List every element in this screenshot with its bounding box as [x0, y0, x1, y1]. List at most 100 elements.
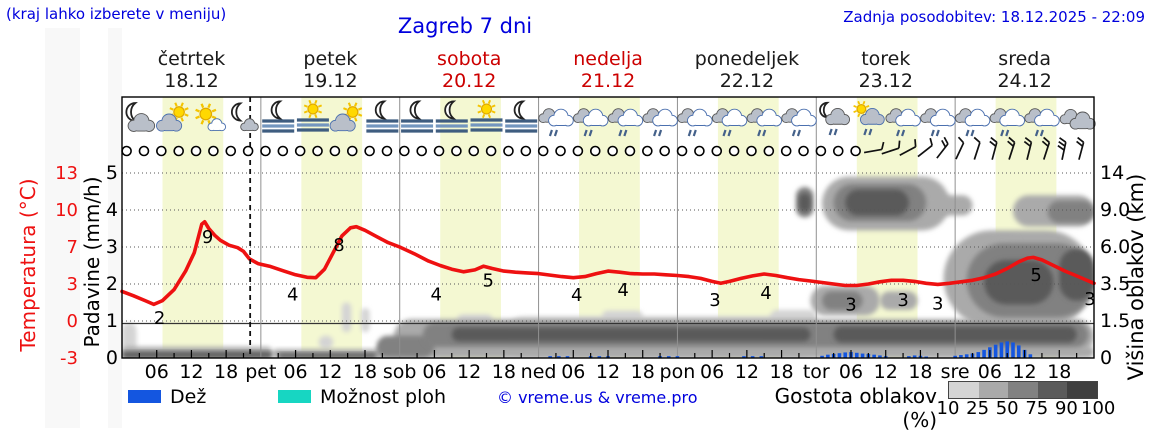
wind-calm-icon — [642, 145, 653, 157]
wind-calm-icon — [746, 145, 757, 157]
weather-icon-cloud-drizzle — [573, 108, 609, 137]
wind-calm-icon — [503, 145, 514, 157]
wind-calm-icon — [399, 145, 410, 157]
day-separators — [260, 97, 956, 358]
weather-icon-partly-sunny — [156, 102, 189, 132]
wind-calm-icon — [555, 145, 566, 157]
weather-icon-night-cloudy — [125, 102, 156, 132]
wind-barb-icon — [899, 139, 917, 156]
wind-calm-icon — [537, 145, 549, 157]
day-date: 21.12 — [580, 70, 636, 92]
weather-icon-cloud-drizzle — [920, 108, 956, 137]
x-axis-hour-label: 18 — [769, 361, 794, 383]
precipitation-tick: 4 — [105, 199, 118, 221]
wind-calm-icon — [346, 145, 358, 157]
day-date: 24.12 — [997, 70, 1052, 92]
weather-icon-cloud-drizzle — [1024, 108, 1060, 137]
copyright-link[interactable]: © vreme.us & vreme.pro — [497, 388, 698, 407]
wind-calm-icon — [676, 145, 688, 157]
precipitation-tick: 0 — [105, 347, 118, 369]
day-name: sobota — [437, 48, 502, 70]
wind-calm-icon — [468, 145, 480, 157]
weather-icon-night-fog — [505, 100, 538, 133]
x-axis-hour-label: 06 — [561, 361, 586, 383]
wind-barb-icon — [1057, 137, 1067, 160]
wind-calm-icon — [624, 145, 636, 157]
x-axis-day-label: sre — [940, 361, 970, 383]
weather-icon-cloud-drizzle — [538, 108, 574, 137]
wind-calm-icon — [329, 145, 341, 157]
x-axis-day-label: pet — [245, 361, 277, 383]
density-gradient-tick: 75 — [1025, 398, 1049, 419]
cloud-height-tick: 3.5 — [1100, 273, 1131, 295]
cloud-height-tick: 1.5 — [1100, 310, 1131, 332]
x-axis-day-label: ned — [520, 361, 557, 383]
weather-icon-sun-fog — [470, 99, 503, 132]
wind-calm-icon — [381, 145, 393, 157]
day-date: 19.12 — [303, 70, 358, 92]
x-axis-hour-label: 12 — [595, 361, 621, 383]
weather-icon-cloud-drizzle — [781, 108, 817, 137]
weather-icon-cloud-drizzle — [989, 108, 1025, 137]
x-axis-hour-label: 12 — [734, 361, 759, 383]
x-axis-hour-label: 06 — [422, 361, 447, 383]
wind-calm-icon — [763, 145, 775, 157]
temperature-tick: 10 — [55, 200, 78, 221]
x-axis-hour-label: 12 — [873, 361, 898, 383]
wind-calm-icon — [294, 145, 306, 157]
weather-icon-cloud-drizzle — [677, 108, 713, 137]
precipitation-tick: 3 — [105, 236, 118, 258]
x-axis-hour-label: 18 — [214, 361, 239, 383]
wind-symbol-row — [121, 136, 1085, 160]
weather-icon-cloud-drizzle — [711, 108, 748, 137]
svg-text:3: 3 — [709, 290, 720, 311]
density-gradient-segment — [1008, 382, 1038, 398]
x-axis-hour-label: 18 — [1047, 361, 1072, 383]
svg-text:3: 3 — [1084, 289, 1095, 310]
cloud-cover-shading — [122, 176, 1094, 358]
svg-text:2: 2 — [154, 308, 165, 329]
wind-barb-icon — [955, 136, 965, 160]
wind-calm-icon — [694, 145, 705, 157]
day-name: nedelja — [573, 48, 643, 70]
shower-legend-label: Možnost ploh — [320, 386, 447, 408]
x-axis-hour-label: 06 — [144, 361, 169, 383]
left-axis-strip — [45, 28, 80, 428]
temperature-tick: 0 — [66, 311, 78, 332]
wind-barb-icon — [881, 140, 901, 155]
day-date: 23.12 — [858, 70, 913, 92]
svg-text:9: 9 — [202, 227, 213, 248]
density-gradient-segment — [1067, 382, 1097, 398]
svg-text:4: 4 — [430, 284, 441, 305]
rain-legend-swatch — [128, 390, 161, 403]
temperature-tick: -3 — [60, 348, 78, 369]
wind-calm-icon — [780, 145, 792, 157]
x-axis-hour-label: 12 — [318, 361, 343, 383]
wind-calm-icon — [416, 145, 428, 157]
grid-lines — [122, 172, 1094, 325]
svg-text:5: 5 — [1030, 265, 1041, 286]
cloud-density-gradient — [948, 381, 1098, 399]
wind-calm-icon — [451, 145, 462, 157]
weather-icon-row — [125, 99, 1096, 137]
x-axis-hour-label: 12 — [179, 361, 204, 383]
x-axis-hour-label: 12 — [457, 361, 482, 383]
precipitation-tick: 2 — [105, 273, 118, 295]
temperature-tick: 7 — [66, 237, 78, 258]
x-axis-hour-label: 18 — [630, 361, 655, 383]
day-name: petek — [303, 48, 358, 70]
cloud-height-tick: 6.0 — [1100, 236, 1131, 258]
x-axis-hour-label: 06 — [700, 361, 725, 383]
weather-icon-cloud-drizzle — [607, 108, 644, 137]
precipitation-tick: 5 — [105, 162, 118, 184]
wind-calm-icon — [121, 145, 132, 157]
wind-calm-icon — [242, 145, 254, 157]
density-gradient-tick: 10 — [936, 398, 960, 419]
weather-icon-partly-sunny — [329, 102, 363, 132]
x-axis-hour-label: 06 — [977, 361, 1002, 383]
weather-icon-night-partly-cloudy — [230, 102, 259, 132]
temperature-tick: 13 — [55, 163, 78, 184]
wind-calm-icon — [850, 145, 861, 157]
weather-icon-night-fog — [401, 100, 434, 133]
wind-calm-icon — [260, 145, 271, 157]
